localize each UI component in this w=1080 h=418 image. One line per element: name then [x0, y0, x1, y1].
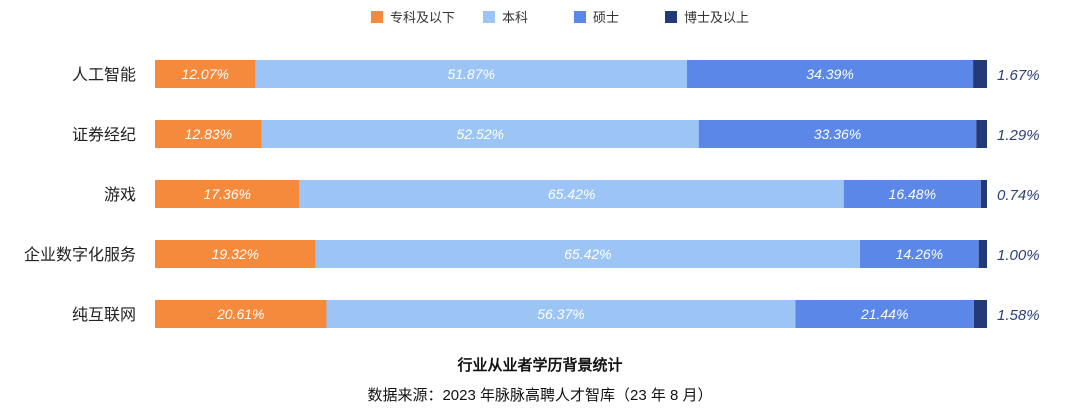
- bar-segment-2-1: [299, 180, 844, 208]
- bar-segment-0-1: [255, 60, 687, 88]
- value-label-4-1: 56.37%: [537, 306, 584, 322]
- category-label-0: 人工智能: [72, 66, 136, 84]
- value-label-3-3: 1.00%: [997, 247, 1040, 264]
- value-label-1-1: 52.52%: [456, 126, 503, 142]
- category-label-4: 纯互联网: [72, 306, 136, 324]
- bar-segment-2-2: [843, 180, 981, 208]
- bar-segment-1-0: [155, 120, 262, 148]
- legend-label-1: 本科: [502, 10, 528, 25]
- bar-segment-3-1: [315, 240, 861, 268]
- value-label-4-0: 20.61%: [216, 306, 264, 322]
- value-label-1-3: 1.29%: [997, 127, 1040, 144]
- bar-segment-4-2: [795, 300, 974, 328]
- value-label-2-1: 65.42%: [548, 186, 595, 202]
- outside-value-labels: 1.67% 1.29% 0.74% 1.00% 1.58%: [997, 67, 1040, 324]
- bar-segment-3-2: [860, 240, 979, 268]
- value-label-2-0: 17.36%: [203, 186, 250, 202]
- value-label-4-3: 1.58%: [997, 307, 1040, 324]
- bar-segment-3-3: [978, 240, 987, 268]
- value-label-0-0: 12.07%: [181, 66, 228, 82]
- bars: 12.07% 51.87% 34.39% 12.83% 52.52% 33.36% 17.3…: [155, 60, 987, 328]
- legend-label-0: 专科及以下: [390, 10, 455, 25]
- bar-segment-4-1: [326, 300, 796, 328]
- bar-segment-2-0: [155, 180, 300, 208]
- bar-segment-2-3: [980, 180, 987, 208]
- bar-segment-1-2: [698, 120, 977, 148]
- category-label-3: 企业数字化服务: [24, 246, 136, 264]
- legend-swatch-2: [574, 11, 586, 23]
- chart-source: 数据来源：2023 年脉脉高聘人才智库（23 年 8 月）: [367, 387, 713, 404]
- value-label-3-2: 14.26%: [896, 246, 943, 262]
- value-label-3-0: 19.32%: [212, 246, 259, 262]
- bar-segment-1-3: [976, 120, 987, 148]
- value-label-1-0: 12.83%: [185, 126, 232, 142]
- legend-swatch-0: [371, 11, 383, 23]
- legend-swatch-1: [483, 11, 495, 23]
- value-label-4-2: 21.44%: [860, 306, 908, 322]
- value-label-0-3: 1.67%: [997, 67, 1040, 84]
- bar-segment-0-2: [686, 60, 974, 88]
- chart-title: 行业从业者学历背景统计: [457, 357, 623, 374]
- value-label-2-2: 16.48%: [889, 186, 936, 202]
- value-label-1-2: 33.36%: [814, 126, 861, 142]
- bar-segment-1-1: [261, 120, 699, 148]
- bar-segment-3-0: [155, 240, 316, 268]
- legend-label-3: 博士及以上: [684, 10, 749, 25]
- value-label-0-2: 34.39%: [806, 66, 853, 82]
- value-label-0-1: 51.87%: [447, 66, 494, 82]
- category-label-1: 证券经纪: [72, 126, 136, 144]
- legend-label-2: 硕士: [593, 10, 619, 25]
- bar-segment-0-3: [973, 60, 987, 88]
- value-label-2-3: 0.74%: [997, 187, 1040, 204]
- bar-segment-4-3: [973, 300, 987, 328]
- legend-swatch-3: [665, 11, 677, 23]
- chart-legend: 专科及以下 本科 硕士 博士及以上: [371, 10, 749, 25]
- category-label-2: 游戏: [104, 186, 136, 204]
- value-label-3-1: 65.42%: [564, 246, 611, 262]
- bar-segment-4-0: [155, 300, 327, 328]
- bar-segment-0-0: [155, 60, 256, 88]
